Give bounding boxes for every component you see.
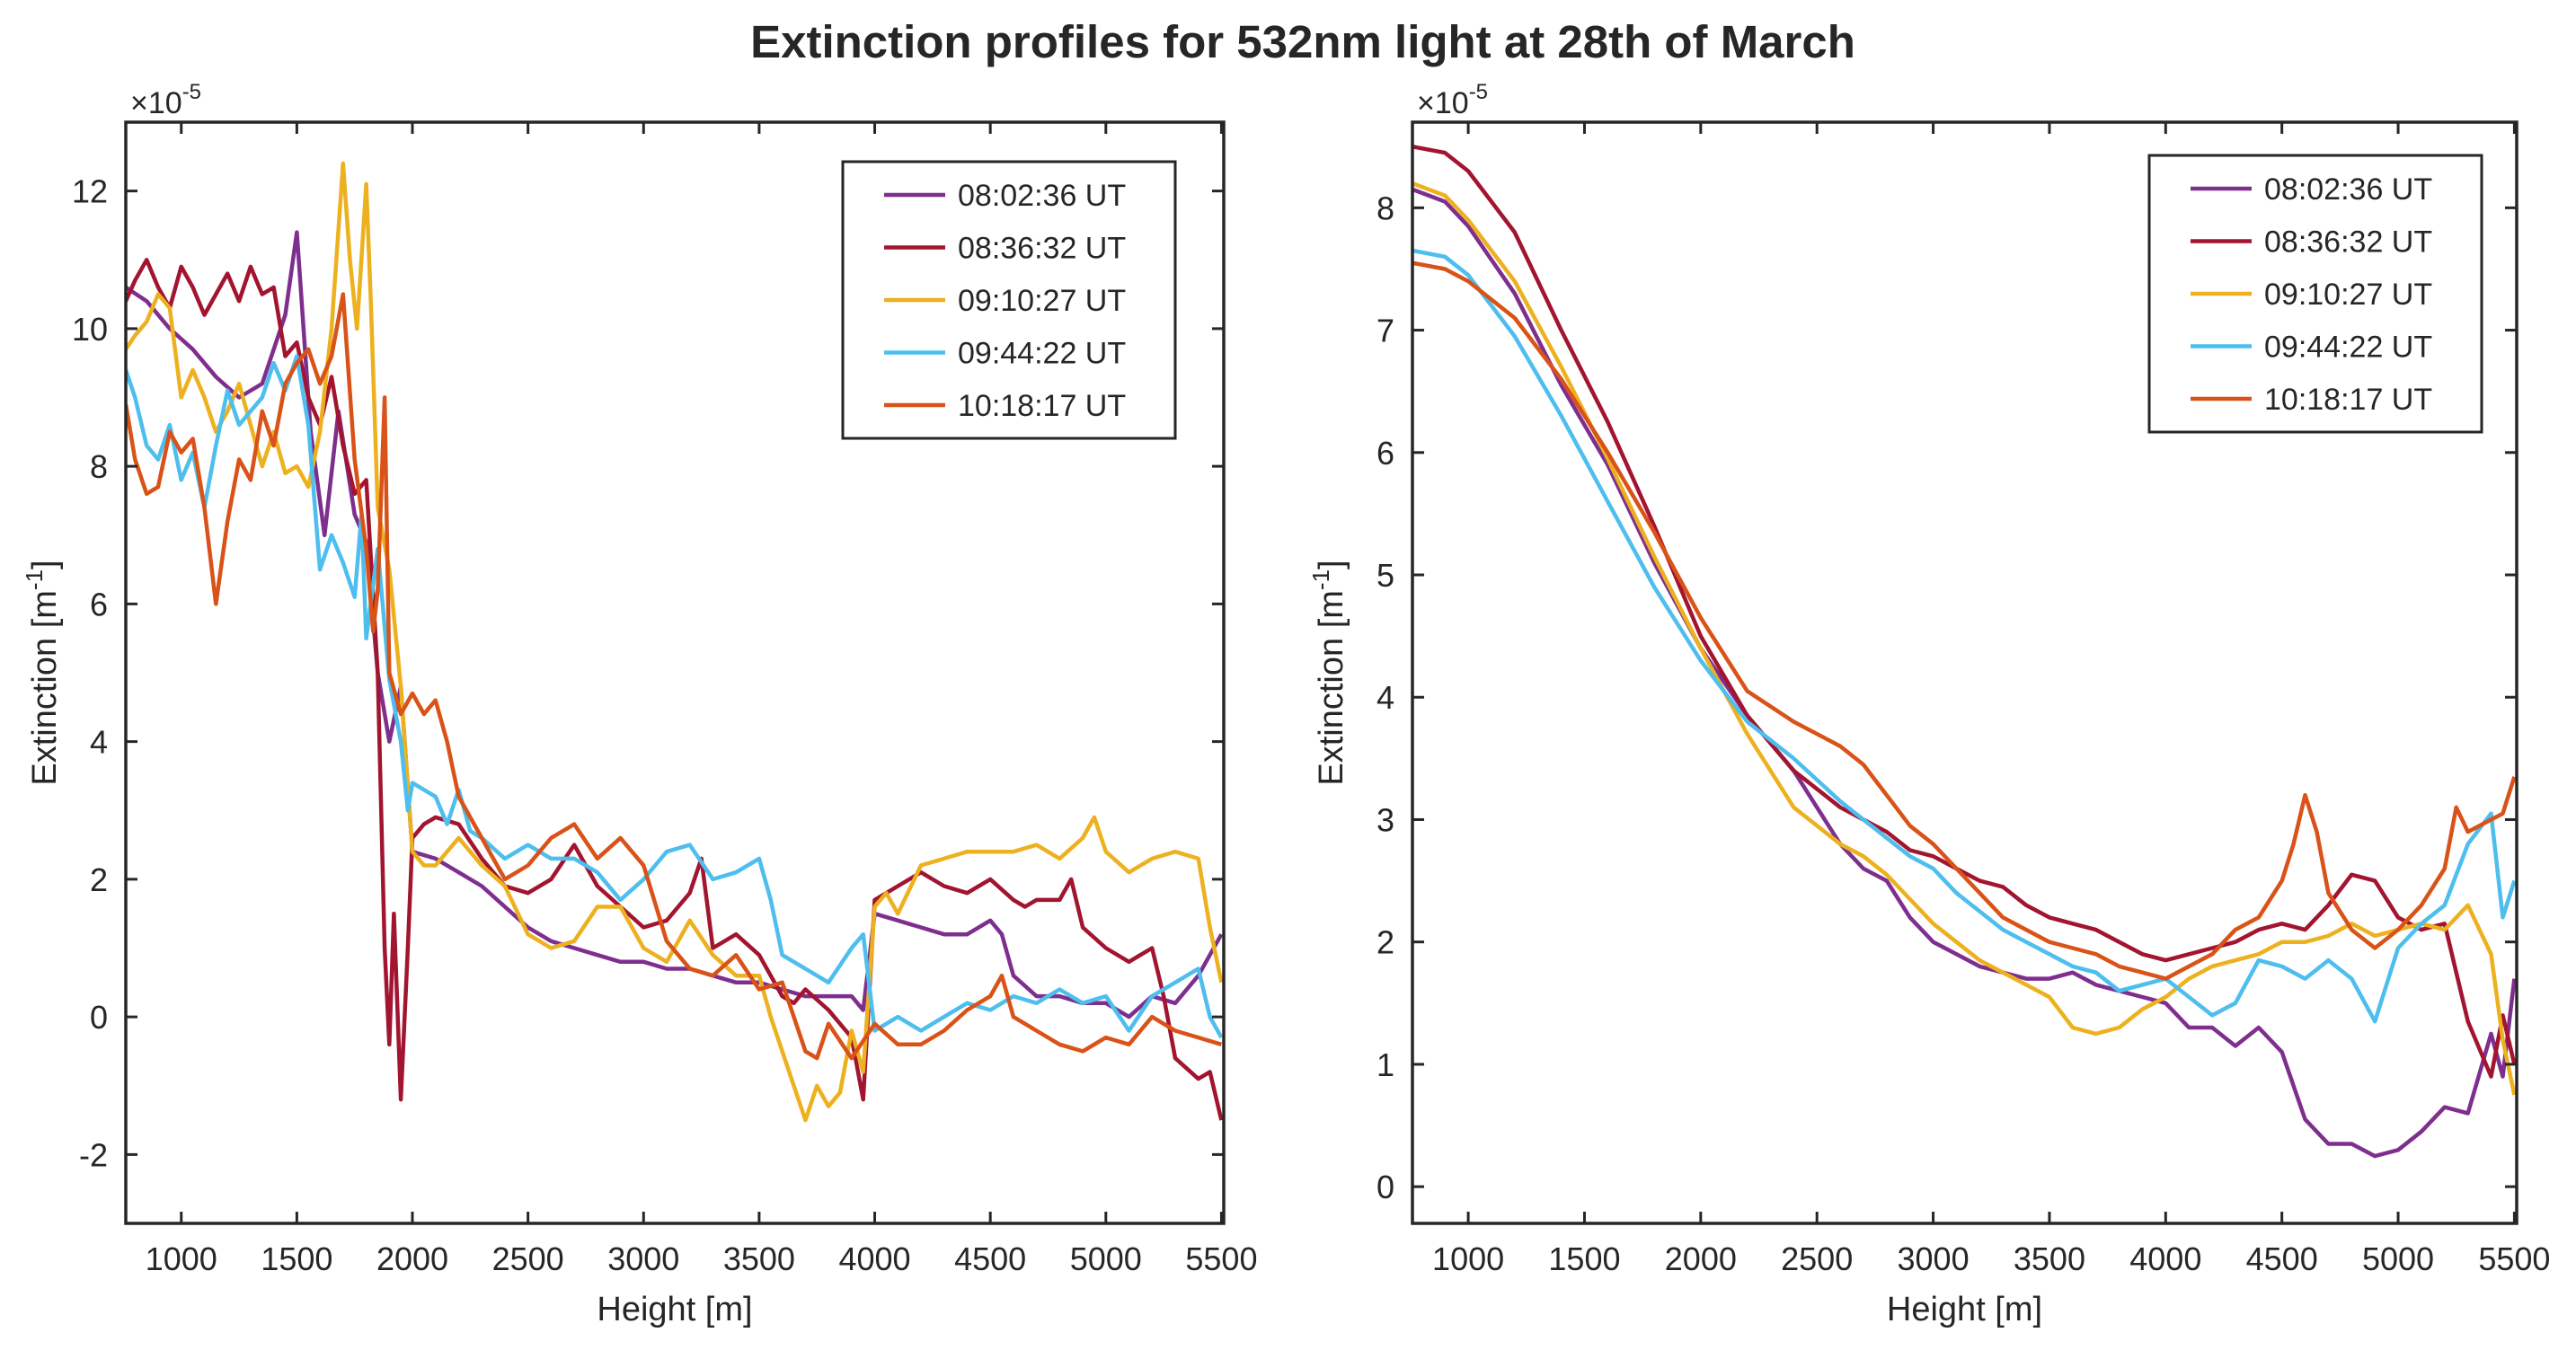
chart-1-axes-box xyxy=(124,120,1226,1225)
chart-2-y-tick-label: 0 xyxy=(1377,1169,1394,1205)
chart-2-x-tick-label: 2000 xyxy=(1665,1240,1737,1277)
chart-1-legend: 08:02:36 UT 08:36:32 UT 09:10:27 UT 09:44:2… xyxy=(841,160,1177,440)
chart-1-x-tick-label: 3500 xyxy=(723,1240,795,1277)
chart-2-x-tick-label: 1500 xyxy=(1548,1240,1620,1277)
chart-1-x-axis-label: Height [m] xyxy=(597,1291,752,1328)
chart-1-legend-label-1: 08:02:36 UT xyxy=(958,179,1126,213)
chart-2-y-tick-label: 1 xyxy=(1377,1046,1394,1083)
chart-1-x-tick-label: 3000 xyxy=(607,1240,679,1277)
chart-2-axes-box xyxy=(1411,120,2518,1225)
chart-2-y-tick-label: 2 xyxy=(1377,924,1394,961)
chart-1-series-line-3 xyxy=(126,161,1224,1123)
chart-2-x-tick-label: 5000 xyxy=(2362,1240,2434,1277)
chart-2-x-tick-label: 4500 xyxy=(2246,1240,2318,1277)
chart-1-series-line-4 xyxy=(126,354,1224,1039)
chart-1-x-tick-label: 4000 xyxy=(838,1240,910,1277)
chart-2-series-line-4 xyxy=(1412,248,2517,1024)
chart-1-y-tick-label: 8 xyxy=(90,448,108,485)
chart-1-y-tick-label: 0 xyxy=(90,999,108,1036)
chart-1-legend-label-4: 09:44:22 UT xyxy=(958,337,1126,371)
chart-1-series-line-2 xyxy=(126,258,1224,1121)
chart-1-y-tick-label: 4 xyxy=(90,724,108,761)
chart-2-legend-label-2: 08:36:32 UT xyxy=(2264,225,2432,260)
chart-2-series-line-5 xyxy=(1412,260,2517,981)
chart-1-legend-label-3: 09:10:27 UT xyxy=(958,284,1126,318)
chart-2-legend: 08:02:36 UT 08:36:32 UT 09:10:27 UT 09:44:2… xyxy=(2147,154,2483,434)
chart-1-legend-label-2: 08:36:32 UT xyxy=(958,232,1126,266)
chart-1-y-tick-label: -2 xyxy=(79,1136,108,1173)
chart-2-series-line-3 xyxy=(1412,181,2517,1096)
chart-2-y-tick-label: 6 xyxy=(1377,435,1394,472)
chart-1-x-tick-label: 5500 xyxy=(1185,1240,1257,1277)
chart-2-series-line-2 xyxy=(1412,144,2517,1079)
chart-1-y-tick-label: 6 xyxy=(90,586,108,622)
chart-1-y-tick-label: 12 xyxy=(72,173,108,210)
chart-1-axis-exponent: ×10-5 xyxy=(130,80,201,120)
chart-1-legend-label-5: 10:18:17 UT xyxy=(958,389,1126,423)
chart-2-x-tick-label: 3500 xyxy=(2014,1240,2085,1277)
chart-2-y-tick-label: 7 xyxy=(1377,313,1394,349)
figure-title: Extinction profiles for 532nm light at 2… xyxy=(750,16,1855,67)
left-chart-panel: 1000 1500 2000 2500 3000 3500 4000 4500 5000 5500… xyxy=(21,80,1257,1328)
right-chart-panel: 1000 1500 2000 2500 3000 3500 4000 4500 5000 5500… xyxy=(1307,80,2550,1328)
chart-2-series-group xyxy=(1412,144,2517,1159)
chart-2-x-tick-label: 4000 xyxy=(2129,1240,2201,1277)
chart-1-x-tick-label: 1500 xyxy=(261,1240,332,1277)
chart-2-x-tick-label: 2500 xyxy=(1781,1240,1853,1277)
chart-1-x-tick-label: 2500 xyxy=(492,1240,564,1277)
chart-2-x-axis-label: Height [m] xyxy=(1887,1291,2042,1328)
chart-1-x-tick-label: 5000 xyxy=(1070,1240,1142,1277)
chart-2-legend-label-3: 09:10:27 UT xyxy=(2264,278,2432,312)
chart-1-y-tick-label: 2 xyxy=(90,861,108,898)
chart-2-y-axis-label: Extinction [m-1] xyxy=(1307,560,1350,785)
chart-2-y-tick-label: 5 xyxy=(1377,557,1394,594)
chart-1-x-tick-label: 4500 xyxy=(954,1240,1026,1277)
chart-1-series-line-5 xyxy=(126,292,1223,1061)
chart-1-series-group xyxy=(126,161,1224,1123)
chart-2-x-tick-label: 3000 xyxy=(1898,1240,1970,1277)
chart-2-legend-label-4: 09:44:22 UT xyxy=(2264,331,2432,365)
chart-1-y-tick-label: 10 xyxy=(72,311,108,348)
chart-2-axis-exponent: ×10-5 xyxy=(1417,80,1488,120)
chart-2-y-tick-label: 3 xyxy=(1377,801,1394,838)
chart-2-x-tick-label: 1000 xyxy=(1432,1240,1504,1277)
chart-2-legend-label-1: 08:02:36 UT xyxy=(2264,172,2432,207)
chart-2-x-tick-label: 5500 xyxy=(2478,1240,2550,1277)
chart-1-y-axis-label: Extinction [m-1] xyxy=(21,560,64,785)
chart-2-legend-label-5: 10:18:17 UT xyxy=(2264,383,2432,417)
chart-2-y-tick-label: 4 xyxy=(1377,679,1394,716)
chart-1-x-tick-label: 2000 xyxy=(376,1240,448,1277)
chart-2-y-tick-label: 8 xyxy=(1377,190,1394,226)
chart-1-x-tick-label: 1000 xyxy=(146,1240,217,1277)
